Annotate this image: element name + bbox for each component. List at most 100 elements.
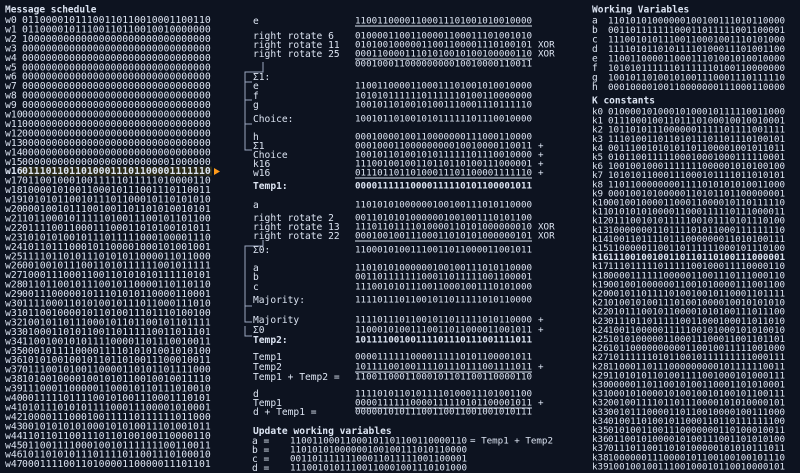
row-label: Majority <box>253 315 299 326</box>
row-label: k33 <box>592 407 609 418</box>
row-label: k16 <box>592 252 609 263</box>
row-label: k14 <box>592 234 609 245</box>
bits: 01110010101111100101110101110100 <box>608 216 785 227</box>
row-label: Σ1: <box>253 72 270 83</box>
row-label: w25 <box>5 251 23 262</box>
row-label: w18 <box>5 185 23 196</box>
bits: 11001100001100011101001010010000 <box>608 54 785 65</box>
bits: 11001100011000101101100110000110 <box>290 436 467 447</box>
bits: 01110110110100011101100001111110 <box>355 168 532 179</box>
row-label: k1 <box>592 116 603 127</box>
row-label: a <box>253 200 259 211</box>
row-label: Majority: <box>253 295 305 306</box>
row-label: k3 <box>592 134 603 145</box>
bits: 00010001100000000010010000110011 <box>355 59 532 70</box>
variable-label: d <box>592 44 598 55</box>
bits: 11110001101010010111011000111010 <box>22 299 211 310</box>
row-label: w23 <box>5 232 23 243</box>
bits: 01100101000010100111001101010100 <box>608 434 785 445</box>
operator: + <box>538 325 544 336</box>
bits: 01100100010011111011111010000110 <box>22 176 211 187</box>
bits: 10110101110000001111101111001111 <box>608 125 785 136</box>
row-label: w20 <box>5 204 23 215</box>
bits: 11001100001100011101001010010000 <box>355 81 532 92</box>
bits: 11110111011001011011111010110000 <box>355 295 532 306</box>
row-label: k27 <box>592 352 609 363</box>
operator: XOR <box>538 40 555 51</box>
row-label: w42 <box>5 412 23 423</box>
row-label: w11 <box>5 119 23 130</box>
row-label: f <box>253 91 259 102</box>
row-label: w32 <box>5 317 23 328</box>
operator: + <box>538 159 544 170</box>
row-label: d = <box>252 463 270 473</box>
row-label: w6 <box>5 72 17 83</box>
row-label: g <box>253 100 259 111</box>
row-label: e <box>253 16 259 27</box>
row-label: w12 <box>5 128 23 139</box>
bits: 00010111100001111010101001010100 <box>22 346 211 357</box>
row-label: k18 <box>592 270 609 281</box>
row-label: k7 <box>592 170 603 181</box>
row-label: k23 <box>592 316 609 327</box>
connectors <box>244 62 264 337</box>
bits: 10010110100101001110001110111110 <box>608 73 785 84</box>
bits: 00101101111010010010110001101111 <box>608 289 785 300</box>
bits: 10011000001111100101000101010010 <box>608 325 785 336</box>
operator: XOR <box>538 222 555 233</box>
row-label: w1 <box>5 24 17 35</box>
bits: 00000000000000000000000000000000 <box>22 147 211 158</box>
bits: 11110101101011110100011101001100 <box>608 44 785 55</box>
bits: 11100101011100110001001110101000 <box>355 282 532 293</box>
bits: 00110111111100011011111001100001 <box>608 25 785 36</box>
bits: 00000000000000000000000000000000 <box>22 138 211 149</box>
bits: 11001001010111100001101110010011 <box>22 336 211 347</box>
bits: 10111100100111101110111001111011 <box>355 335 532 346</box>
row-label: k39 <box>592 461 609 472</box>
row-label: k22 <box>592 307 609 318</box>
bits: 11100100100110110110100111000001 <box>608 252 785 263</box>
bits: 00101010101000101010011101001011 <box>22 421 211 432</box>
operator: = Temp1 + Temp2 <box>470 436 553 447</box>
row-label: Choice: <box>253 114 293 125</box>
variable-label: h <box>592 82 598 93</box>
bits: 10111100100111101110111001111011 <box>355 362 532 373</box>
bits: 00011000011101010010100100000110 <box>355 49 532 60</box>
bits: 11010101000000100100111010110000 <box>355 263 532 274</box>
row-label: w28 <box>5 280 23 291</box>
row-label: w8 <box>5 91 17 102</box>
bits: 00001111110000111110101100001011 <box>355 181 532 192</box>
bits: 00000110110010100110001101010001 <box>608 380 785 391</box>
bits: 01101100101110010110000110110110 <box>22 280 211 291</box>
bits: 00010010011100011010101000000101 <box>355 231 532 242</box>
bits: 00110111111100011011111001100001 <box>290 454 467 465</box>
bits: 01000110101100110111110011011101 <box>22 327 211 338</box>
row-label: w2 <box>5 34 17 45</box>
row-label: b = <box>252 445 270 456</box>
connector <box>244 240 264 307</box>
bits: 10010010001111111000001010100100 <box>608 161 785 172</box>
bits: 11011011001110110100100110000110 <box>22 431 211 442</box>
bits: 00001111110000011001110111000110 <box>608 270 785 281</box>
row-highlight <box>20 166 212 176</box>
row-label: w47 <box>5 459 23 470</box>
bits: 01100001011100110110010010000000 <box>22 24 211 35</box>
bits: 01010011001110000000110100010011 <box>608 425 785 436</box>
row-label: w17 <box>5 176 23 187</box>
bits: 01010101000011000111110111000011 <box>608 207 785 218</box>
row-label: w4 <box>5 53 17 64</box>
bits: 01100111100010010111111100110011 <box>22 440 211 451</box>
row-label: k9 <box>592 188 603 199</box>
bits: 01100100001011010011101110100100 <box>22 308 211 319</box>
bits: 10010110111000101101100101101111 <box>22 317 211 328</box>
connector <box>244 124 252 151</box>
row-label: Temp2 <box>253 362 282 373</box>
row-label: w33 <box>5 327 23 338</box>
bits: 00000000000000000000000000000000 <box>22 128 211 139</box>
row-label: e <box>253 81 259 92</box>
bits: 11011000000001111010101010011000 <box>608 179 785 190</box>
bits: 00000000000000000000000001000000 <box>22 157 211 168</box>
bits: 01010010000011001100001110100101 <box>355 40 532 51</box>
row-label: w16 <box>5 166 23 177</box>
